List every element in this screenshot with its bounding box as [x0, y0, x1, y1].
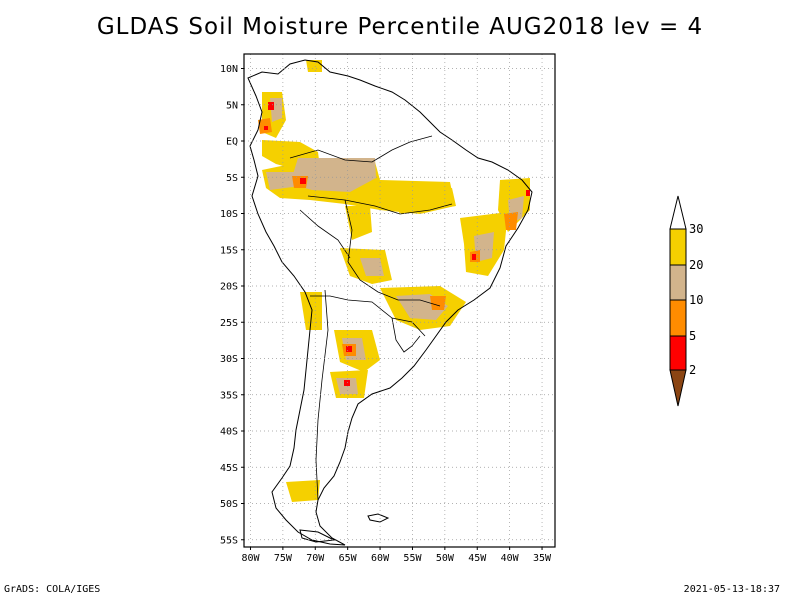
percentile-region — [346, 346, 352, 352]
timestamp: 2021-05-13-18:37 — [683, 584, 780, 595]
lon-tick-label: 80W — [241, 553, 260, 564]
lon-tick-label: 60W — [371, 553, 390, 564]
color-legend: 30 20 10 5 2 — [669, 195, 703, 407]
percentile-region — [526, 190, 530, 196]
map-title: GLDAS Soil Moisture Percentile AUG2018 l… — [96, 14, 704, 40]
legend-box — [669, 228, 687, 266]
percentile-region — [268, 102, 274, 110]
legend-label: 2 — [689, 363, 696, 377]
percentile-region — [300, 292, 322, 330]
legend-above-30 — [669, 195, 687, 230]
lat-tick-label: 5S — [226, 173, 238, 184]
legend-box — [669, 335, 687, 371]
country-boundaries — [247, 59, 533, 546]
lon-tick-label: 45W — [468, 553, 487, 564]
legend-label: 30 — [689, 222, 703, 236]
lat-tick-label: 20S — [220, 282, 238, 293]
percentile-region — [306, 60, 322, 72]
percentile-region — [286, 480, 320, 502]
percentile-region — [360, 258, 384, 276]
lat-tick-label: EQ — [226, 137, 238, 148]
lat-tick-label: 15S — [220, 245, 238, 256]
axis-ticks: 10N 5N EQ 5S 10S 15S 20S 25S 30S 35S 40S 45S 50S 55S8… — [220, 64, 552, 564]
legend-below-2 — [669, 369, 687, 407]
lon-tick-label: 40W — [501, 553, 520, 564]
percentile-region — [472, 254, 476, 260]
lat-tick-label: 55S — [220, 535, 238, 546]
lat-tick-label: 5N — [226, 100, 238, 111]
legend-label: 20 — [689, 258, 703, 272]
lon-tick-label: 50W — [436, 553, 455, 564]
lat-tick-label: 25S — [220, 318, 238, 329]
legend-box — [669, 264, 687, 301]
lat-tick-label: 40S — [220, 427, 238, 438]
lon-tick-label: 65W — [339, 553, 358, 564]
lon-tick-label: 35W — [533, 553, 552, 564]
legend-label: 5 — [689, 329, 696, 343]
lat-tick-label: 35S — [220, 390, 238, 401]
percentile-region — [430, 296, 446, 310]
legend-box — [669, 299, 687, 337]
map-frame — [243, 53, 556, 548]
lat-tick-label: 45S — [220, 463, 238, 474]
south-america-coastline — [247, 59, 533, 546]
percentile-region — [388, 188, 456, 214]
percentile-region — [344, 380, 350, 386]
grads-credit: GrADS: COLA/IGES — [4, 584, 101, 595]
percentile-region — [266, 172, 300, 190]
percentile-region — [290, 158, 376, 192]
lat-tick-label: 50S — [220, 499, 238, 510]
percentile-region — [300, 178, 306, 184]
lon-tick-label: 75W — [274, 553, 293, 564]
lon-tick-label: 70W — [306, 553, 325, 564]
percentile-region — [345, 206, 372, 240]
lat-tick-label: 10N — [220, 64, 238, 75]
percentile-region — [264, 126, 268, 130]
lon-tick-label: 55W — [403, 553, 422, 564]
lat-tick-label: 10S — [220, 209, 238, 220]
percentile-shading — [258, 60, 530, 502]
percentile-region — [504, 212, 518, 230]
legend-label: 10 — [689, 293, 703, 307]
lat-tick-label: 30S — [220, 354, 238, 365]
